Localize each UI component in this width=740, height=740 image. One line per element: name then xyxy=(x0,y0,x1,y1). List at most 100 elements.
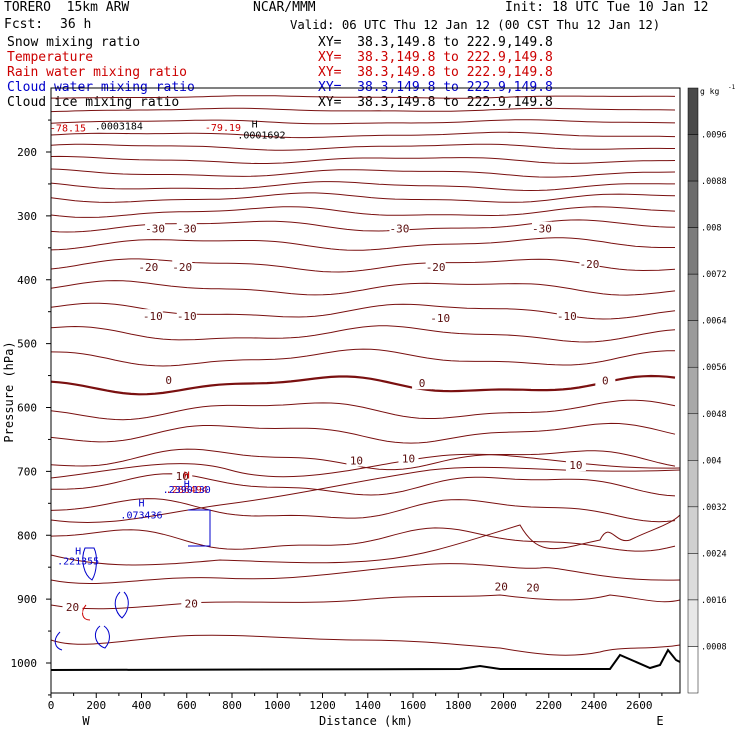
colorbar-unit: g kg xyxy=(700,87,719,96)
temperature-label: 0 xyxy=(419,377,426,390)
temperature-label: -10 xyxy=(557,310,577,323)
y-tick-label: 600 xyxy=(17,402,37,415)
temperature-label-bg xyxy=(389,221,410,235)
y-tick-label: 800 xyxy=(17,529,37,542)
field-label-snow: Snow mixing ratio xyxy=(7,35,141,50)
y-tick-label: 1000 xyxy=(11,657,38,670)
extrema-annotation: H xyxy=(75,546,81,557)
mixing-ratio-contour xyxy=(82,604,91,621)
temperature-label: 0 xyxy=(165,374,172,387)
colorbar: .0096 .0088 .008 .0072 .0064 .0056 .0048 .004 .0… xyxy=(687,87,727,694)
colorbar-band xyxy=(687,506,699,554)
x-tick-label: 1000 xyxy=(264,699,291,712)
colorbar-band xyxy=(687,366,699,415)
colorbar-band xyxy=(687,87,699,135)
extrema-annotation: .073436 xyxy=(120,511,162,522)
isotherm xyxy=(50,155,676,164)
field-label-cloud-ice: Cloud ice mixing ratio xyxy=(7,95,180,110)
temperature-label: -20 xyxy=(580,258,600,271)
temperature-label-bg xyxy=(412,376,433,390)
isotherm xyxy=(50,594,681,610)
isotherm xyxy=(50,325,676,343)
temperature-label: -20 xyxy=(172,261,192,274)
temperature-label: -30 xyxy=(532,223,552,236)
temperature-label: -30 xyxy=(177,223,197,236)
colorbar-band xyxy=(687,227,699,275)
mixing-ratio-contour xyxy=(82,547,97,581)
temperature-label: 10 xyxy=(176,470,189,483)
isotherm xyxy=(50,168,676,178)
temperature-label: 20 xyxy=(185,598,198,611)
isotherm xyxy=(50,634,681,656)
colorbar-band xyxy=(687,646,699,694)
temperature-label-bg xyxy=(430,311,451,325)
temperature-label-bg xyxy=(522,580,543,594)
temperature-label-bg xyxy=(346,453,367,467)
temperature-label: -20 xyxy=(426,261,446,274)
colorbar-tick-label: .0032 xyxy=(701,503,727,513)
colorbar-band xyxy=(687,413,699,461)
colorbar-band xyxy=(687,599,699,647)
temperature-label-bg xyxy=(565,457,586,471)
x-tick-label: 2000 xyxy=(490,699,517,712)
temperature-label-bg xyxy=(491,579,512,593)
temperature-label-bg xyxy=(579,256,600,270)
isotherm xyxy=(50,258,676,273)
isotherm xyxy=(50,466,681,523)
terrain-surface xyxy=(50,648,681,671)
isotherm xyxy=(50,514,681,566)
isotherm xyxy=(50,206,676,218)
colorbar-tick-label: .0056 xyxy=(701,363,727,373)
temperature-labels: -30 -30 -30 -30 -20 -20 -20 -20 -10 -10 -10 -10 0 0 0 1… xyxy=(62,221,616,614)
field-label-cloud-water: Cloud water mixing ratio xyxy=(7,80,195,95)
temperature-label-bg xyxy=(158,373,179,387)
y-tick-label: 900 xyxy=(17,593,37,606)
mixing-ratio-contour xyxy=(94,625,110,649)
field-xy-snow: XY= 38.3,149.8 to 222.9,149.8 xyxy=(318,35,553,50)
x-tick-label: 2600 xyxy=(626,699,653,712)
extrema-annotation: -79.19 xyxy=(205,123,241,134)
y-tick-label: 200 xyxy=(17,146,37,159)
isotherm xyxy=(50,399,676,421)
mixing-ratio-contour xyxy=(54,631,63,651)
x-tick-label: 2400 xyxy=(581,699,608,712)
x-axis-west-label: W xyxy=(82,714,90,728)
x-tick-label: 1800 xyxy=(445,699,472,712)
valid-label: Valid: 06 UTC Thu 12 Jan 12 (00 CST Thu … xyxy=(290,18,661,32)
isotherm xyxy=(50,498,676,523)
extrema-annotation: .221355 xyxy=(57,557,99,568)
colorbar-band xyxy=(687,273,699,321)
colorbar-tick-label: .0024 xyxy=(701,549,727,559)
extrema-annotation: .0003184 xyxy=(95,122,143,133)
isotherm xyxy=(51,95,676,99)
y-tick-label: 500 xyxy=(17,338,37,351)
temperature-label: 20 xyxy=(495,580,508,593)
colorbar-tick-label: .0016 xyxy=(701,596,727,606)
mixing-ratio-contour xyxy=(188,509,211,547)
temperature-label: 10 xyxy=(402,453,415,466)
colorbar-band xyxy=(687,180,699,228)
temperature-label-bg xyxy=(142,309,163,323)
colorbar-tick-label: .0008 xyxy=(701,642,727,652)
isotherm xyxy=(50,131,676,139)
y-tick-label: 700 xyxy=(17,465,37,478)
extrema-annotation: .2390130 xyxy=(163,485,211,496)
isotherm xyxy=(50,107,676,113)
temperature-label: -30 xyxy=(390,223,410,236)
field-xy-temperature: XY= 38.3,149.8 to 222.9,149.8 xyxy=(318,50,553,65)
isotherm xyxy=(50,119,676,125)
temperature-label: 20 xyxy=(526,582,539,595)
temperature-label: -10 xyxy=(177,310,197,323)
isotherm xyxy=(50,527,676,552)
colorbar-tick-label: .0096 xyxy=(701,131,727,141)
extrema-annotation: H xyxy=(138,499,144,510)
y-axis: 200 300 400 500 600 700 800 900 1000 xyxy=(11,119,51,696)
fcst-label: Fcst: xyxy=(4,17,44,32)
surface-line xyxy=(50,648,681,671)
temperature-label-bg xyxy=(176,309,197,323)
temperature-label: 20 xyxy=(66,601,79,614)
x-tick-label: 600 xyxy=(177,699,197,712)
x-tick-label: 400 xyxy=(132,699,152,712)
init-label: Init: 18 UTC Tue 10 Jan 12 xyxy=(505,0,709,15)
